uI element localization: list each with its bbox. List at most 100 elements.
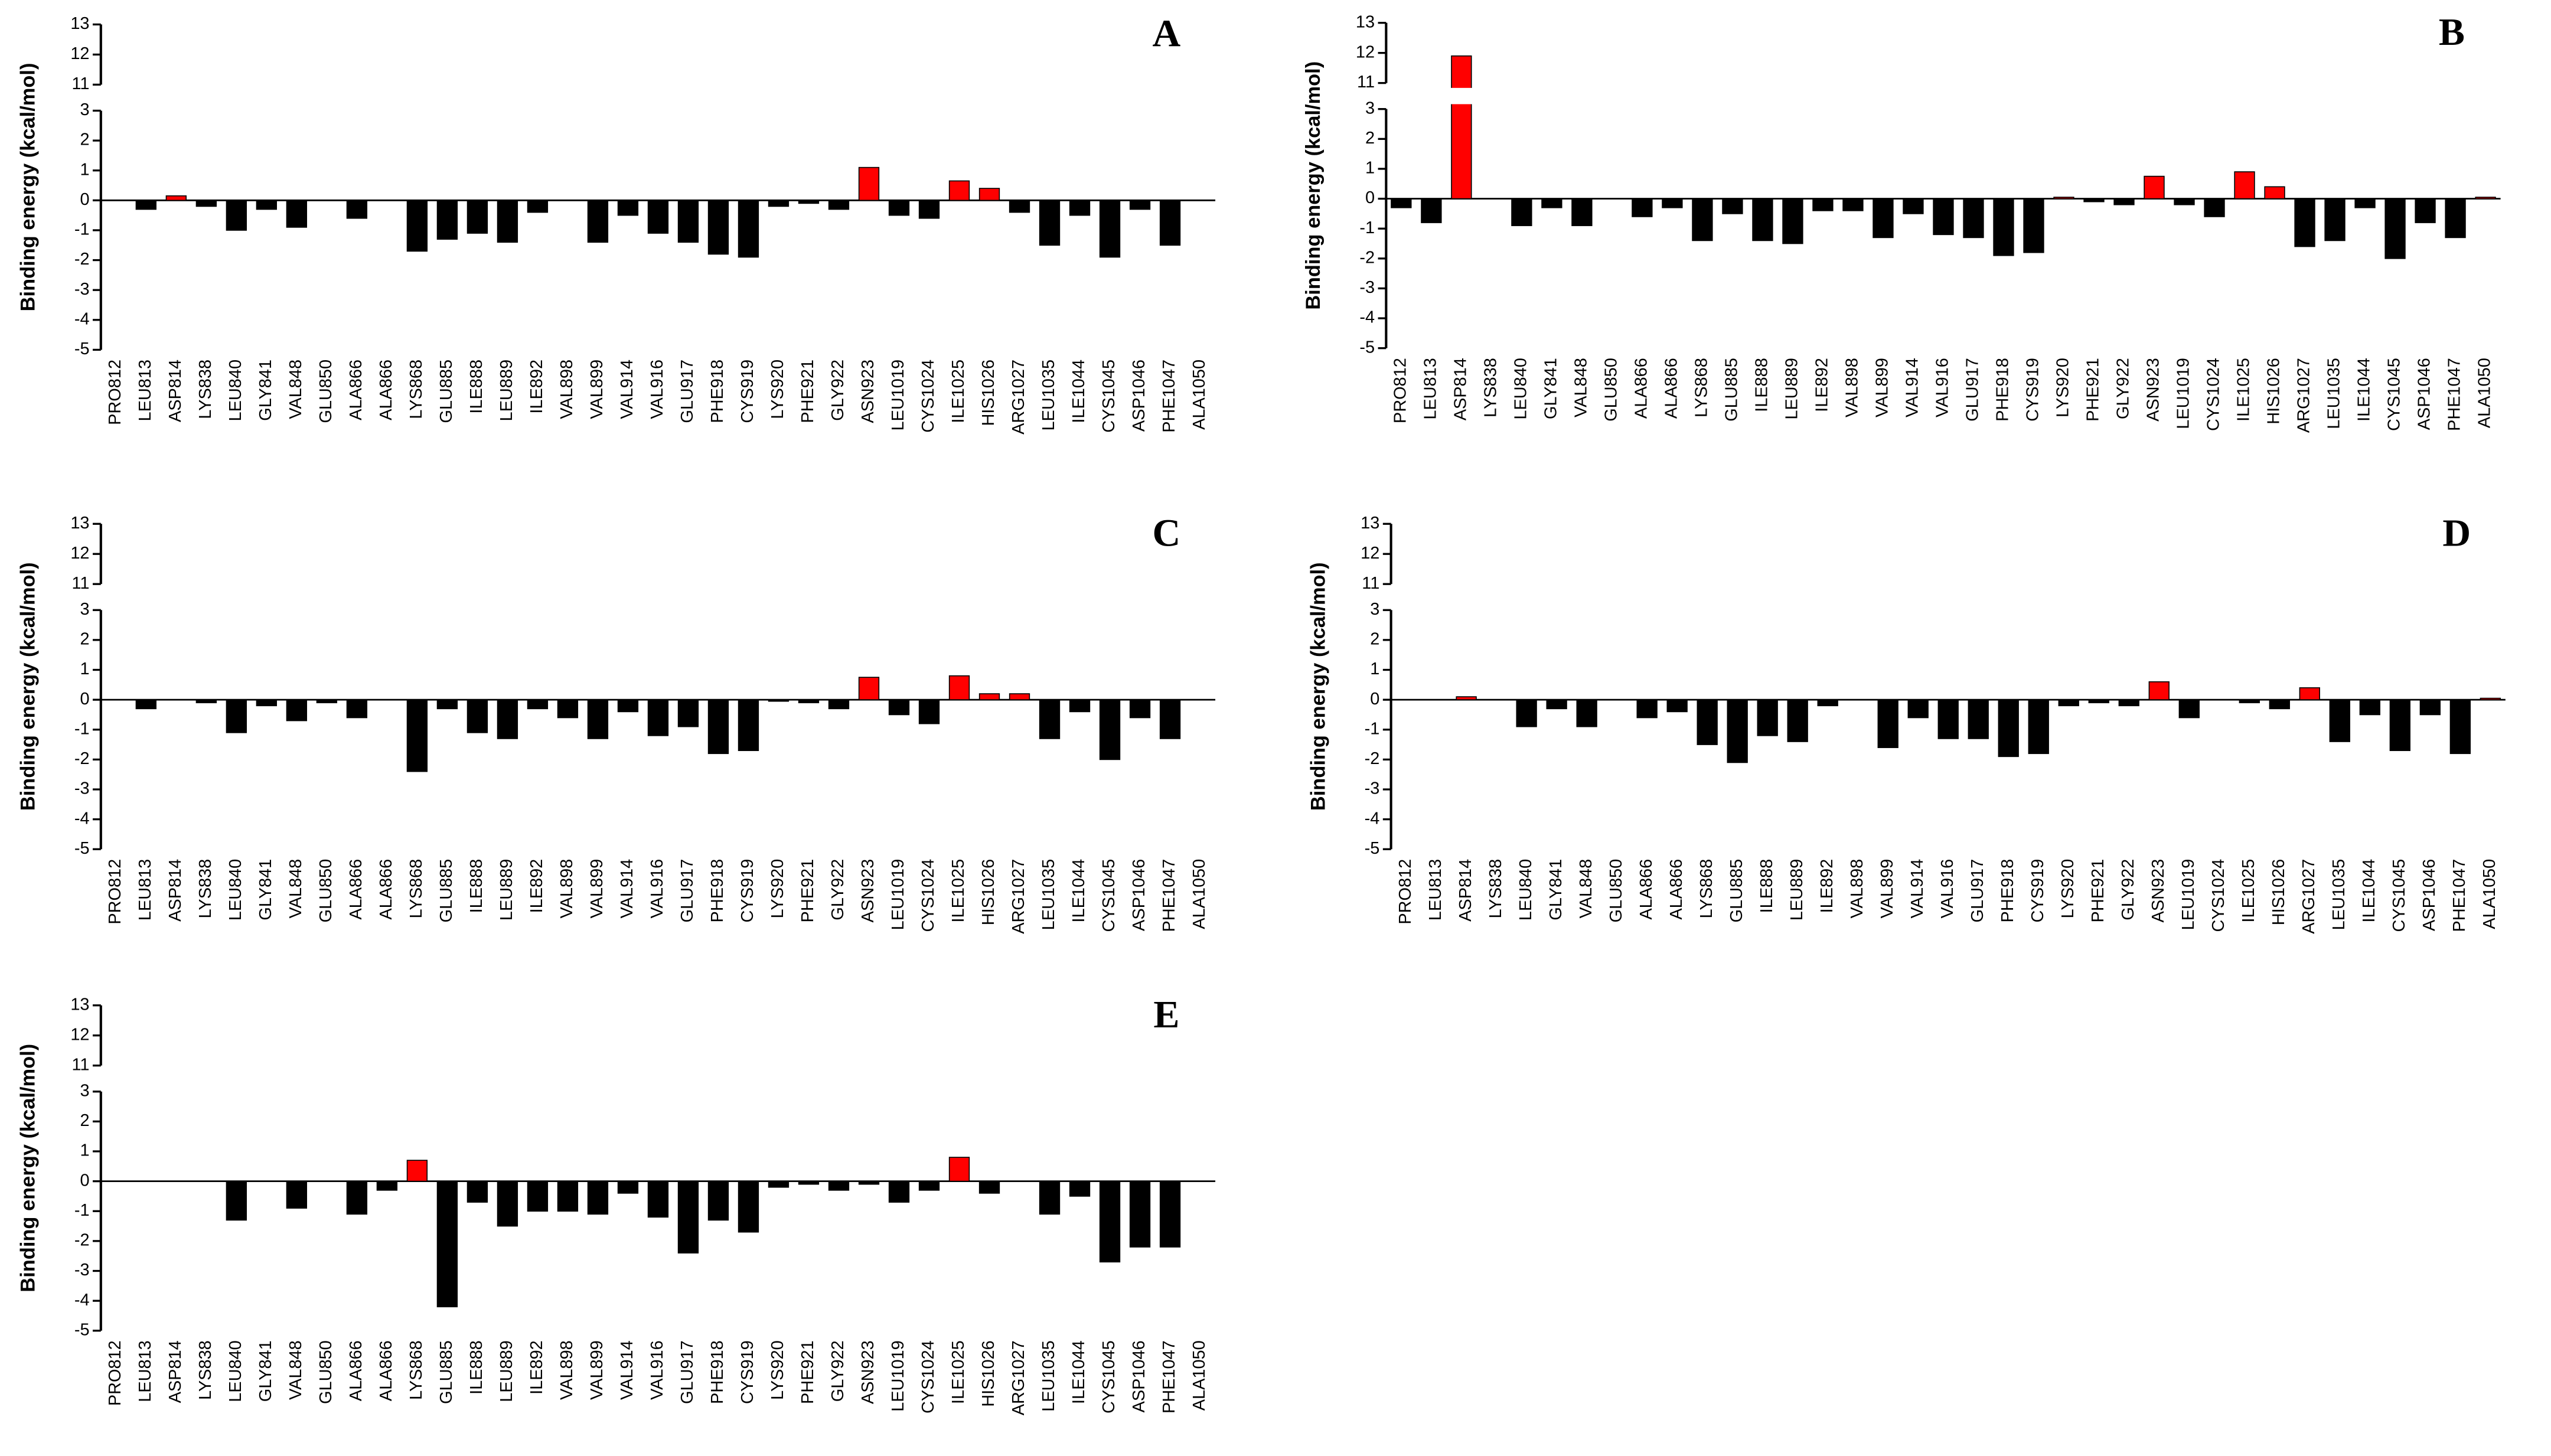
x-tick-label: ILE892 xyxy=(527,360,546,414)
bar xyxy=(2204,198,2225,217)
bar xyxy=(2118,699,2139,707)
x-tick-label: ALA866 xyxy=(377,859,396,920)
x-tick-label: GLY841 xyxy=(1542,358,1561,419)
x-tick-label: PRO812 xyxy=(106,360,125,425)
y-tick-label: 2 xyxy=(80,630,89,649)
x-tick-label: PHE1047 xyxy=(2450,859,2469,932)
x-tick-label: GLU885 xyxy=(437,360,456,423)
x-tick-label: CYS1045 xyxy=(1100,1340,1118,1413)
bar xyxy=(256,699,278,707)
bar xyxy=(948,1157,970,1182)
x-tick-label: ILE892 xyxy=(527,859,546,913)
x-tick-label: LYS838 xyxy=(1486,859,1505,919)
bar xyxy=(978,693,1000,700)
x-tick-label: HIS1026 xyxy=(979,859,998,925)
bar xyxy=(2058,699,2079,707)
panel-label: C xyxy=(1153,511,1181,554)
bar xyxy=(1963,198,1984,239)
axis-break-gap xyxy=(102,89,1217,106)
x-tick-label: PRO812 xyxy=(106,859,125,925)
x-tick-label: LYS838 xyxy=(1482,358,1500,417)
x-tick-label: GLY922 xyxy=(2114,358,2133,419)
bar xyxy=(256,200,278,210)
x-tick-label: LYS868 xyxy=(407,1340,426,1400)
bar xyxy=(1541,198,1562,208)
bar xyxy=(1636,699,1658,719)
y-tick-label: 11 xyxy=(1357,73,1375,92)
x-tick-label: GLY922 xyxy=(828,1340,847,1402)
bar xyxy=(497,1180,518,1227)
bar xyxy=(858,677,880,700)
x-tick-label: LYS920 xyxy=(768,859,787,919)
y-tick-label: 2 xyxy=(80,1111,89,1130)
bar xyxy=(2269,699,2290,710)
y-tick-label: -2 xyxy=(74,749,90,768)
x-tick-label: LEU813 xyxy=(1426,859,1445,920)
x-tick-label: ALA1050 xyxy=(1190,859,1209,929)
y-tick-label: 2 xyxy=(1370,630,1379,649)
x-tick-label: ILE1044 xyxy=(2360,859,2379,923)
x-tick-label: LEU813 xyxy=(1421,358,1440,419)
bar xyxy=(828,1180,850,1191)
y-tick-label: -1 xyxy=(74,719,90,738)
x-tick-label: LEU1019 xyxy=(889,1340,908,1412)
x-tick-label: VAL914 xyxy=(618,360,637,419)
x-tick-label: CYS1024 xyxy=(919,360,938,433)
x-tick-label: ILE888 xyxy=(1757,859,1776,913)
x-tick-label: VAL899 xyxy=(588,1340,606,1400)
y-tick-label: 13 xyxy=(70,14,89,33)
x-tick-label: LYS838 xyxy=(196,1340,215,1400)
x-tick-label: CYS1045 xyxy=(2390,859,2409,932)
bar xyxy=(2324,198,2346,241)
x-tick-label: PHE921 xyxy=(798,1340,817,1404)
bar xyxy=(948,180,970,201)
y-tick-label: -2 xyxy=(74,1231,90,1250)
bar xyxy=(2264,186,2285,200)
bar xyxy=(1873,198,1894,239)
x-tick-label: LYS868 xyxy=(407,360,426,419)
bar xyxy=(798,699,820,704)
x-tick-label: CYS1045 xyxy=(1100,859,1118,932)
bar xyxy=(2294,198,2315,247)
x-tick-label: LEU889 xyxy=(1783,358,1802,419)
bar xyxy=(1391,198,1412,208)
bar xyxy=(2389,699,2410,752)
x-tick-label: GLU885 xyxy=(437,859,456,923)
x-tick-label: LEU840 xyxy=(226,360,245,421)
y-tick-label: 12 xyxy=(70,544,89,563)
x-tick-label: VAL848 xyxy=(286,360,305,419)
bar xyxy=(2234,171,2255,200)
bar xyxy=(1812,198,1834,211)
bar xyxy=(195,699,217,704)
x-tick-label: CYS919 xyxy=(2028,859,2047,923)
bar xyxy=(1727,699,1748,763)
bar xyxy=(677,200,699,243)
x-tick-label: ILE888 xyxy=(467,859,486,913)
x-tick-label: ILE1044 xyxy=(1069,859,1088,923)
bar xyxy=(768,200,790,207)
axis-break-gap xyxy=(102,1070,1217,1087)
x-tick-label: ALA866 xyxy=(1662,358,1681,419)
bar xyxy=(918,699,940,724)
y-tick-label: -4 xyxy=(1365,809,1380,828)
x-tick-label: ILE892 xyxy=(527,1340,546,1395)
bar xyxy=(1511,198,1532,226)
y-tick-label: 2 xyxy=(80,130,89,149)
bar xyxy=(707,699,729,755)
bar xyxy=(165,195,187,201)
bar xyxy=(888,1180,910,1203)
bar xyxy=(738,200,759,258)
y-axis-label: Binding energy (kcal/mol) xyxy=(17,63,40,312)
x-tick-label: ASP1046 xyxy=(1130,859,1149,931)
y-tick-label: -4 xyxy=(74,809,90,828)
panel-label: E xyxy=(1153,993,1179,1036)
x-tick-label: CYS919 xyxy=(2024,358,2043,422)
bar xyxy=(768,1180,790,1188)
x-tick-label: LYS868 xyxy=(1697,859,1716,919)
bar xyxy=(135,699,156,710)
x-tick-label: ALA1050 xyxy=(1190,1340,1209,1411)
x-tick-label: ALA866 xyxy=(347,859,366,920)
bar xyxy=(1129,699,1151,719)
bar xyxy=(1159,699,1181,739)
y-tick-label: 12 xyxy=(70,1025,89,1044)
